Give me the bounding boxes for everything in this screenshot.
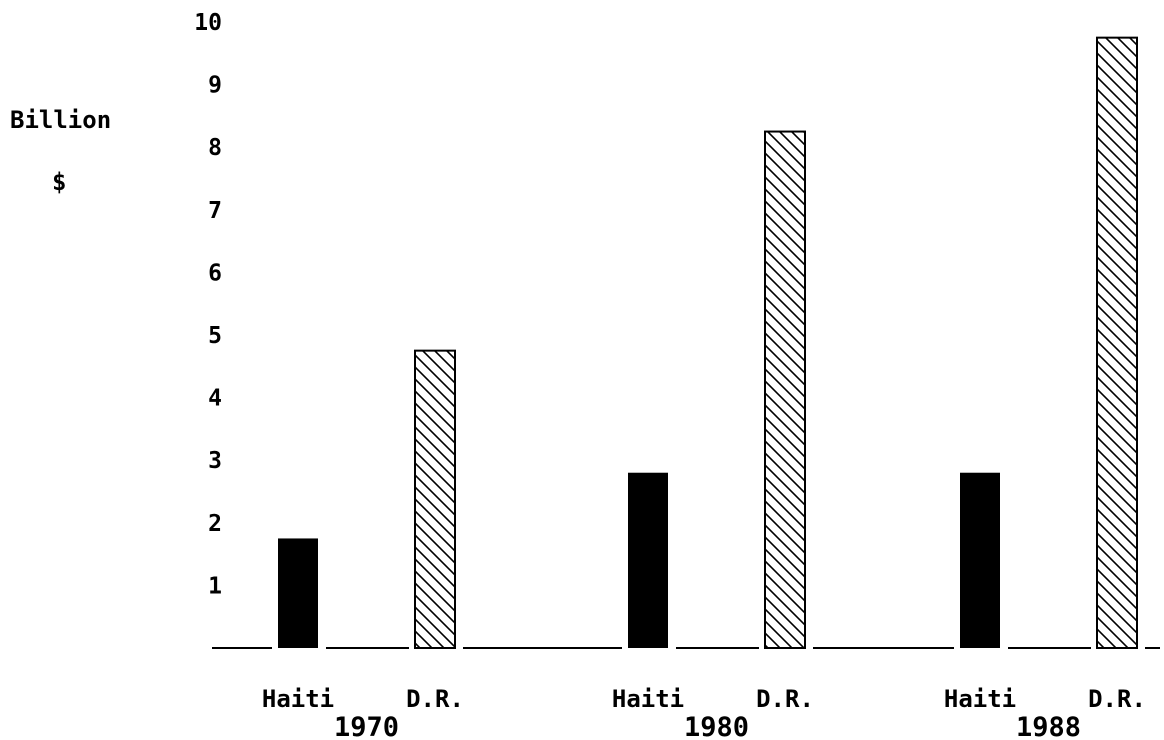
category-label: Haiti: [944, 685, 1016, 713]
category-label: D.R.: [1088, 685, 1146, 713]
bar-marks: [278, 36, 1138, 650]
y-tick-label: 9: [208, 73, 222, 99]
category-label: Haiti: [262, 685, 334, 713]
bar-dr-1980: [764, 130, 806, 650]
category-label: D.R.: [756, 685, 814, 713]
y-tick-label: 5: [208, 323, 222, 349]
bar-haiti-1988: [960, 472, 1000, 648]
y-tick-label: 10: [194, 10, 222, 36]
y-axis-label-line1: Billion: [10, 106, 111, 134]
group-label: 1970: [334, 712, 399, 740]
y-tick-label: 8: [208, 135, 222, 161]
y-tick-label: 2: [208, 511, 222, 537]
bar-dr-1988: [1096, 36, 1138, 649]
y-tick-label: 7: [208, 198, 222, 224]
category-label: Haiti: [612, 685, 684, 713]
y-tick-label: 6: [208, 260, 222, 286]
bar-dr-1970: [414, 349, 456, 649]
y-axis-label-line2: $: [52, 168, 66, 196]
category-labels: Haiti D.R. Haiti D.R. Haiti D.R.: [262, 685, 1146, 713]
bar-haiti-1980: [628, 472, 668, 648]
bar-haiti-1970: [278, 538, 318, 648]
group-label: 1980: [684, 712, 749, 740]
y-tick-label: 1: [208, 573, 222, 599]
group-labels: 1970 1980 1988: [334, 712, 1081, 740]
y-axis-ticks: 1 2 3 4 5 6 7 8 9 10: [194, 10, 222, 599]
y-tick-label: 4: [208, 386, 222, 412]
y-tick-label: 3: [208, 448, 222, 474]
group-label: 1988: [1016, 712, 1081, 740]
category-label: D.R.: [406, 685, 464, 713]
